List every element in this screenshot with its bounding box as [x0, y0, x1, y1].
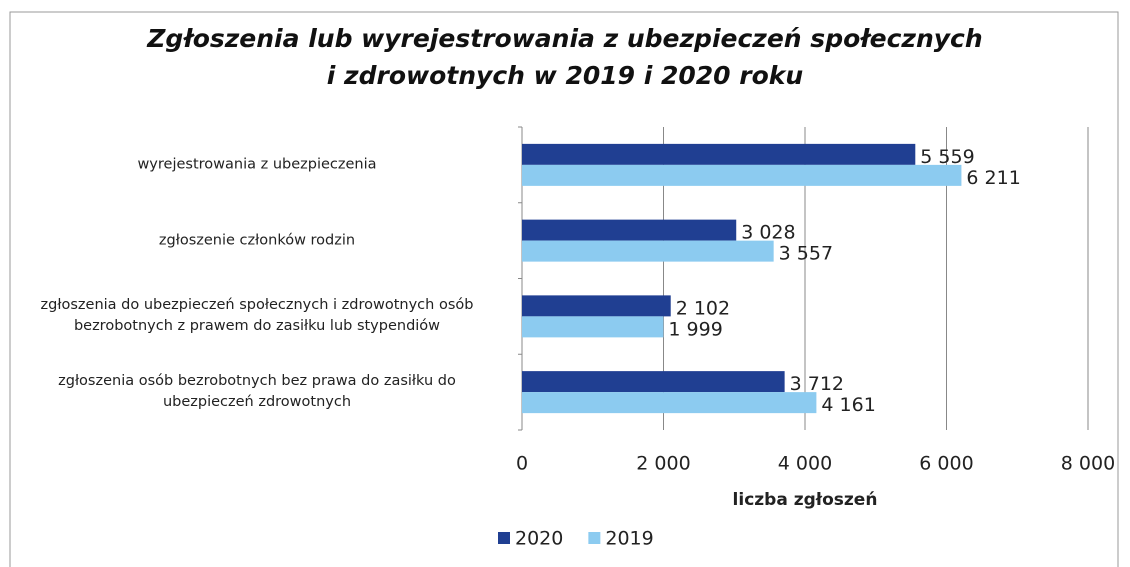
data-label: 2 102	[676, 297, 730, 319]
y-tick-label: wyrejestrowania z ubezpieczenia	[137, 156, 377, 173]
bar	[522, 143, 916, 165]
bar	[522, 392, 817, 414]
legend-label: 2019	[605, 528, 653, 550]
bar	[522, 240, 774, 262]
x-tick-label: 8 000	[1061, 453, 1115, 475]
x-tick-label: 0	[516, 453, 528, 475]
x-axis-title: liczba zgłoszeń	[733, 490, 878, 510]
legend-label: 2020	[515, 528, 563, 550]
bar	[522, 164, 962, 186]
bar	[522, 371, 785, 393]
data-label: 3 712	[790, 373, 844, 395]
legend-swatch	[498, 532, 510, 544]
data-label: 1 999	[668, 318, 722, 340]
data-label: 5 559	[920, 146, 974, 168]
x-tick-label: 4 000	[778, 453, 832, 475]
data-label: 3 557	[779, 243, 833, 265]
x-tick-label: 2 000	[636, 453, 690, 475]
bar	[522, 295, 671, 317]
data-label: 4 161	[821, 394, 875, 416]
data-label: 3 028	[741, 222, 795, 244]
bar	[522, 219, 737, 241]
data-label: 6 211	[966, 167, 1020, 189]
legend-swatch	[588, 532, 601, 544]
y-tick-label: zgłoszenie członków rodzin	[158, 232, 356, 249]
chart-title: Zgłoszenia lub wyrejestrowania z ubezpie…	[147, 24, 983, 90]
x-tick-label: 6 000	[919, 453, 973, 475]
chart-border	[9, 11, 1119, 567]
y-tick-label: zgłoszenia osób bezrobotnych bez prawa d…	[58, 373, 456, 411]
y-tick-label: zgłoszenia do ubezpieczeń społecznych i …	[40, 297, 474, 335]
bar	[522, 316, 664, 338]
